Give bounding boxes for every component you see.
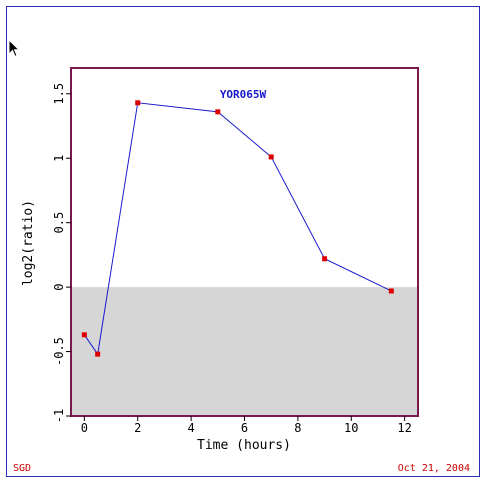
y-axis-label: log2(ratio) [21,200,36,286]
data-point [322,256,328,262]
x-axis-label: Time (hours) [197,438,291,453]
y-tick-label: -0.5 [52,337,66,366]
x-tick-label: 0 [81,421,88,435]
y-tick-label: 1 [52,155,66,162]
data-point [95,351,101,357]
data-point [135,100,141,106]
x-tick-label: 4 [187,421,194,435]
arrow-cursor-icon [8,39,20,58]
y-tick-label: -1 [52,409,66,423]
data-point [268,154,274,160]
y-tick-label: 0.5 [52,212,66,234]
data-point [388,288,394,294]
footer-source-label: SGD [13,463,32,474]
footer-date-label: Oct 21, 2004 [397,463,470,474]
data-point [215,109,221,115]
x-tick-label: 12 [397,421,411,435]
negative-region [71,287,418,416]
x-tick-label: 10 [344,421,358,435]
y-tick-label: 0 [52,283,66,290]
x-tick-label: 6 [241,421,248,435]
y-tick-label: 1.5 [52,83,66,105]
chart-title: YOR065W [220,88,267,101]
x-tick-label: 2 [134,421,141,435]
data-point [81,332,87,338]
x-tick-label: 8 [294,421,301,435]
chart-frame [6,6,480,477]
